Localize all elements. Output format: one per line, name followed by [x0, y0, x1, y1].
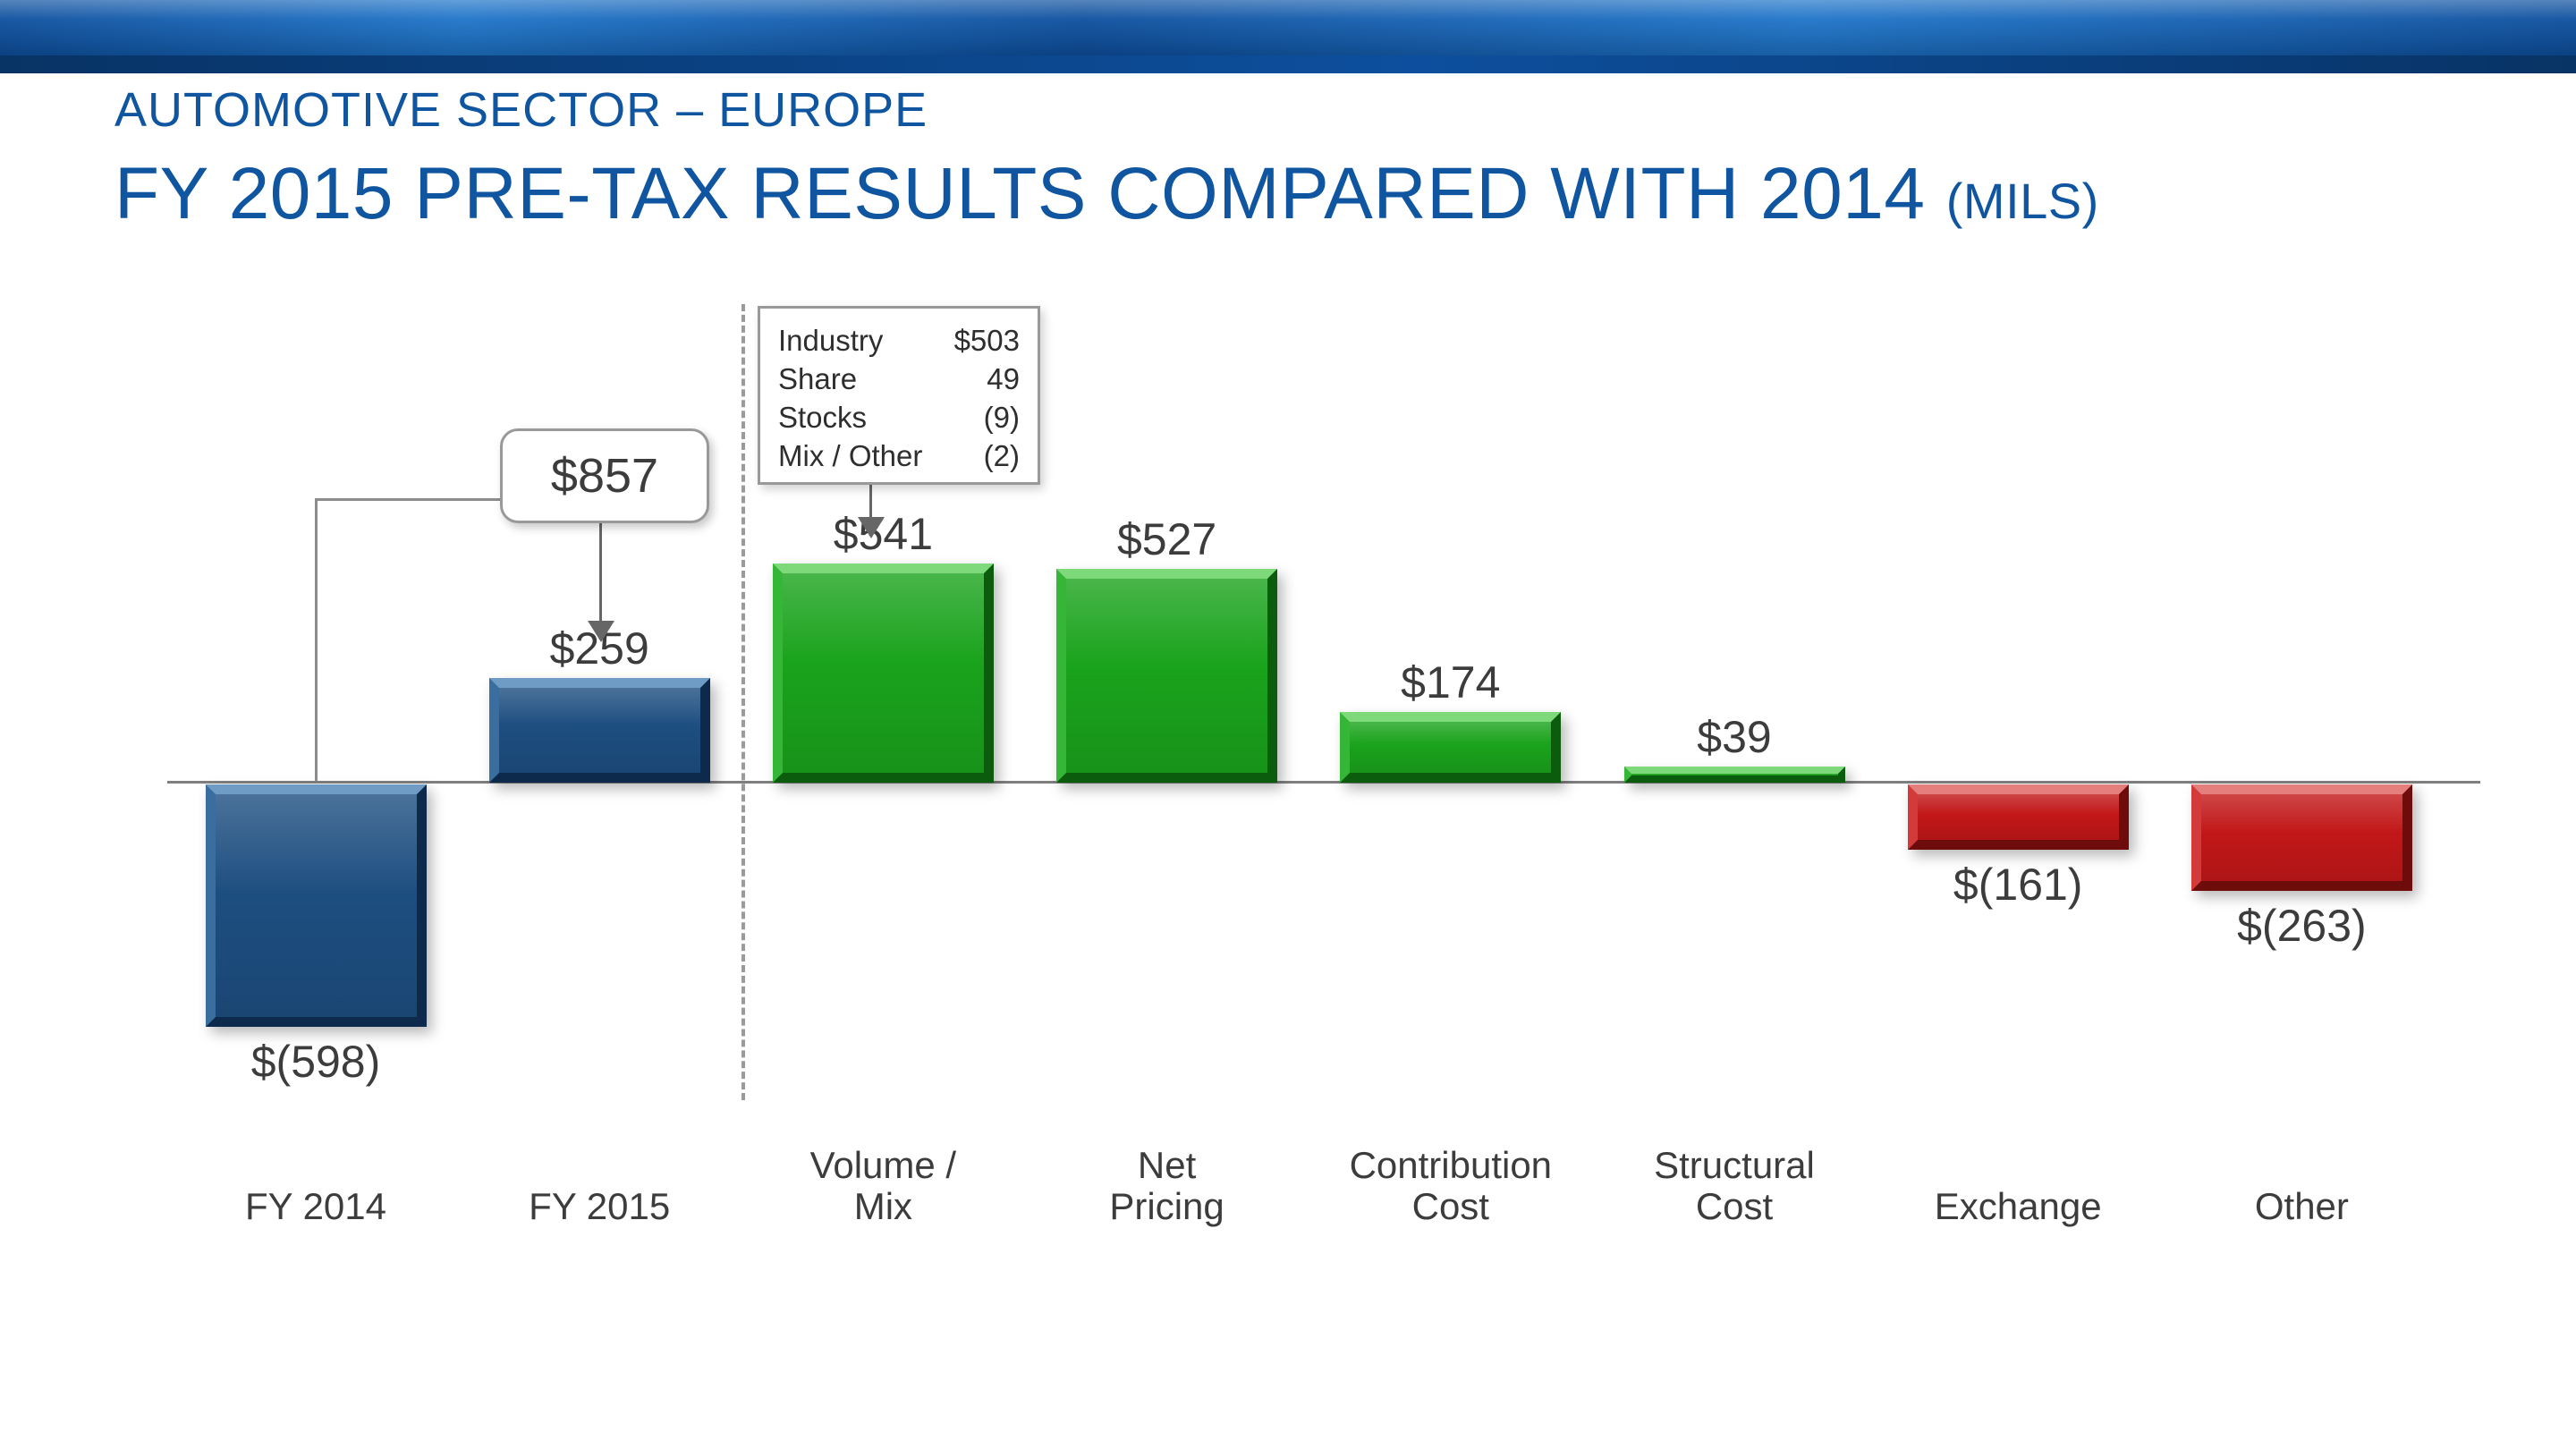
- category-label-structural-cost: Structural Cost: [1591, 1129, 1877, 1227]
- chart-bar-exchange: [1907, 784, 2129, 850]
- callout-connector-vertical: [315, 498, 318, 781]
- chart-bar-volume-mix: [772, 564, 994, 783]
- breakdown-row-value: 49: [987, 362, 1020, 395]
- breakdown-row-label: Share: [778, 362, 858, 395]
- bar-value-label-exchange: $(161): [1953, 860, 2083, 910]
- slide-kicker: AUTOMOTIVE SECTOR – EUROPE: [114, 83, 928, 137]
- total-change-label: $857: [550, 449, 659, 503]
- chart-bar-other: [2190, 784, 2412, 891]
- x-axis-line: [167, 781, 2480, 784]
- slide-title-text: FY 2015 PRE-TAX RESULTS COMPARED WITH 20…: [114, 153, 1926, 234]
- category-label-text: Exchange: [1934, 1184, 2102, 1227]
- bar-value-label-other: $(263): [2237, 901, 2367, 951]
- header-stripe-lower-band: [0, 55, 2576, 73]
- chart-bar-fy-2015: [488, 678, 710, 783]
- category-label-text: Volume / Mix: [809, 1143, 957, 1227]
- header-stripe-main-band: [0, 0, 2576, 55]
- category-label-fy-2015: FY 2015: [456, 1129, 742, 1227]
- breakdown-row: Share 49: [778, 360, 1020, 398]
- total-change-callout: $857: [500, 428, 709, 523]
- callout-arrow-head-icon: [588, 621, 614, 642]
- chart-bar-fy-2014: [205, 784, 427, 1027]
- category-label-fy-2014: FY 2014: [173, 1129, 459, 1227]
- header-stripe: [0, 0, 2576, 73]
- breakdown-row-value: (2): [983, 439, 1020, 472]
- breakdown-row-value: (9): [983, 401, 1020, 434]
- title-block: AUTOMOTIVE SECTOR – EUROPE FY 2015 PRE-T…: [114, 82, 2099, 236]
- category-label-text: Structural Cost: [1654, 1143, 1815, 1227]
- breakdown-arrow-head-icon: [858, 517, 885, 538]
- volume-mix-breakdown-box: Industry $503 Share 49 Stocks (9) Mix / Other (…: [758, 306, 1040, 485]
- breakdown-row: Stocks (9): [778, 398, 1020, 436]
- category-label-other: Other: [2158, 1129, 2445, 1227]
- chart-bar-structural-cost: [1623, 767, 1845, 783]
- breakdown-row-label: Stocks: [778, 401, 868, 434]
- category-label-text: FY 2014: [244, 1184, 386, 1227]
- category-label-text: Contribution Cost: [1349, 1143, 1553, 1227]
- breakdown-row-label: Mix / Other: [778, 439, 923, 472]
- slide-title: FY 2015 PRE-TAX RESULTS COMPARED WITH 20…: [114, 152, 2099, 236]
- callout-arrow-line: [599, 519, 602, 623]
- bar-value-label-contribution-cost: $174: [1401, 657, 1501, 708]
- bar-value-label-net-pricing: $527: [1116, 514, 1217, 564]
- bar-value-label-structural-cost: $39: [1697, 712, 1772, 762]
- category-label-text: FY 2015: [529, 1184, 671, 1227]
- breakdown-rows: Industry $503 Share 49 Stocks (9) Mix / Other (…: [778, 321, 1020, 475]
- category-label-net-pricing: Net Pricing: [1024, 1129, 1310, 1227]
- callout-connector-horizontal: [315, 498, 503, 501]
- slide-title-units: (MILS): [1945, 173, 2099, 229]
- bar-value-label-fy-2014: $(598): [250, 1037, 381, 1087]
- category-label-contribution-cost: Contribution Cost: [1308, 1129, 1594, 1227]
- chart-bar-net-pricing: [1056, 569, 1278, 783]
- category-label-exchange: Exchange: [1875, 1129, 2161, 1227]
- chart-bar-contribution-cost: [1340, 712, 1562, 783]
- breakdown-row: Mix / Other (2): [778, 436, 1020, 475]
- breakdown-arrow-line: [869, 485, 872, 519]
- breakdown-row: Industry $503: [778, 321, 1020, 360]
- breakdown-row-value: $503: [953, 324, 1020, 357]
- breakdown-row-label: Industry: [778, 324, 884, 357]
- category-label-text: Net Pricing: [1109, 1143, 1224, 1227]
- dashed-separator: [741, 304, 745, 1100]
- category-label-volume-mix: Volume / Mix: [740, 1129, 1026, 1227]
- category-label-text: Other: [2254, 1184, 2349, 1227]
